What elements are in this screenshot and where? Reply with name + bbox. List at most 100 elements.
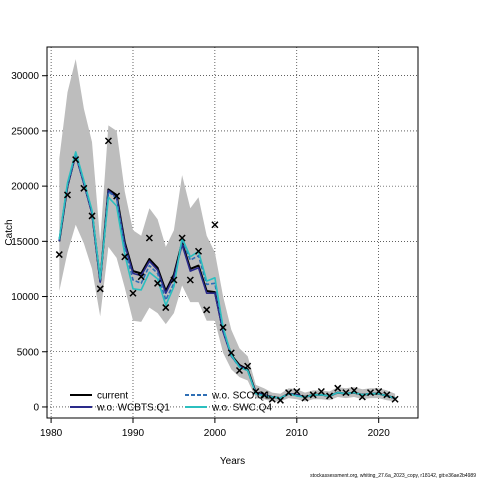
observed-point <box>366 389 375 397</box>
x-axis-title: Years <box>220 456 245 467</box>
observed-point <box>211 221 219 229</box>
observed-point <box>309 391 317 399</box>
observed-point-stroke-b <box>227 349 235 357</box>
observed-point <box>129 289 137 297</box>
observed-point <box>350 386 358 394</box>
observed-point <box>96 285 104 293</box>
observed-point-stroke-b <box>137 273 145 281</box>
observed-point <box>145 234 153 242</box>
observed-point <box>186 276 194 284</box>
axes-layer: 1980 1990 2000 2010 2020 0 5000 10000 15000 20000… <box>11 71 390 439</box>
observed-point-stroke-b <box>145 234 153 242</box>
observed-point <box>80 184 88 192</box>
observed-point-stroke-b <box>63 191 72 199</box>
observed-point <box>244 362 252 370</box>
observed-point-stroke-b <box>170 276 178 284</box>
observed-point <box>137 273 145 281</box>
observed-point-stroke-b <box>162 304 170 312</box>
observed-point-stroke-b <box>285 389 293 397</box>
observed-point-stroke-b <box>154 279 162 287</box>
observed-point-stroke-b <box>211 221 219 229</box>
observed-point <box>162 304 170 312</box>
observed-point-stroke-b <box>178 234 186 242</box>
observed-point-stroke-b <box>186 276 194 284</box>
observed-point-stroke-b <box>194 247 203 255</box>
legend-item-4: w.o. SWC.Q4 <box>185 403 272 414</box>
observed-point-stroke-b <box>342 389 350 397</box>
observed-point-stroke-b <box>260 391 268 399</box>
observed-point-stroke-b <box>326 392 334 400</box>
observed-point-stroke-b <box>113 192 121 200</box>
observed-point-stroke-b <box>55 251 63 259</box>
legend-label: w.o. SWC.Q4 <box>211 403 272 414</box>
observed-point-stroke-b <box>350 386 358 394</box>
observed-point-stroke-b <box>96 285 104 293</box>
observed-point-stroke-b <box>219 323 227 331</box>
observed-point <box>326 392 334 400</box>
y-tick-label: 10000 <box>11 292 39 303</box>
observed-point <box>72 156 80 164</box>
observed-point-stroke-b <box>383 391 391 399</box>
observed-point <box>194 247 203 255</box>
observed-point-stroke-b <box>121 253 129 261</box>
observed-point-stroke-b <box>375 387 383 396</box>
observed-point-stroke-b <box>252 387 260 396</box>
observed-point-stroke-b <box>203 306 211 314</box>
x-tick-label: 1990 <box>122 428 145 439</box>
observed-point <box>301 394 309 402</box>
observed-point <box>260 391 268 399</box>
observed-point <box>104 137 112 145</box>
observed-point-stroke-b <box>358 393 366 401</box>
legend-item-2: w.o. WCBTS.Q1 <box>70 403 170 414</box>
observed-point <box>334 384 342 392</box>
observed-point <box>113 192 121 200</box>
observed-point-stroke-b <box>235 366 243 375</box>
observed-point <box>391 395 399 403</box>
legend-label: w.o. SCO.Q1 <box>211 391 271 402</box>
y-tick-label: 15000 <box>11 237 39 248</box>
confidence-band-layer <box>59 59 396 402</box>
observed-point <box>178 234 186 242</box>
x-tick-label: 2000 <box>204 428 227 439</box>
observed-point-stroke-b <box>293 387 301 396</box>
x-tick-label: 2010 <box>286 428 309 439</box>
observed-point-stroke-b <box>317 387 325 396</box>
observed-point <box>219 323 227 331</box>
observed-point-stroke-b <box>72 156 80 164</box>
y-tick-label: 25000 <box>11 126 39 137</box>
observed-point <box>203 306 211 314</box>
observed-point <box>227 349 235 357</box>
observed-point-stroke-b <box>268 395 276 403</box>
observed-point <box>55 251 63 259</box>
observed-point <box>235 366 243 375</box>
series-line-4 <box>58 151 396 399</box>
legend-item-3: w.o. SCO.Q1 <box>185 391 271 402</box>
observed-point-stroke-b <box>309 391 317 399</box>
y-tick-label: 5000 <box>17 347 40 358</box>
observed-point-stroke-b <box>104 137 112 145</box>
observed-point <box>293 387 301 396</box>
x-tick-label: 1980 <box>40 428 63 439</box>
observed-point-stroke-b <box>276 396 284 404</box>
observed-point-stroke-b <box>301 394 309 402</box>
legend-item-1: current <box>70 391 128 402</box>
legend-label: current <box>97 391 128 402</box>
observed-point-stroke-b <box>244 362 252 370</box>
observed-point-stroke-b <box>129 289 137 297</box>
observed-point-stroke-b <box>88 212 96 220</box>
observed-point-stroke-b <box>391 395 399 403</box>
plot-frame <box>46 46 419 419</box>
y-tick-label: 30000 <box>11 71 39 82</box>
observed-points-layer <box>55 137 399 404</box>
observed-point <box>268 395 276 403</box>
observed-point <box>317 387 325 396</box>
observed-point <box>252 387 260 396</box>
grid-lines <box>47 47 418 418</box>
footer-credit: stockassessment.org, whiting_27.6a_2023_… <box>310 473 476 479</box>
observed-point-stroke-b <box>366 389 375 397</box>
observed-point <box>342 389 350 397</box>
